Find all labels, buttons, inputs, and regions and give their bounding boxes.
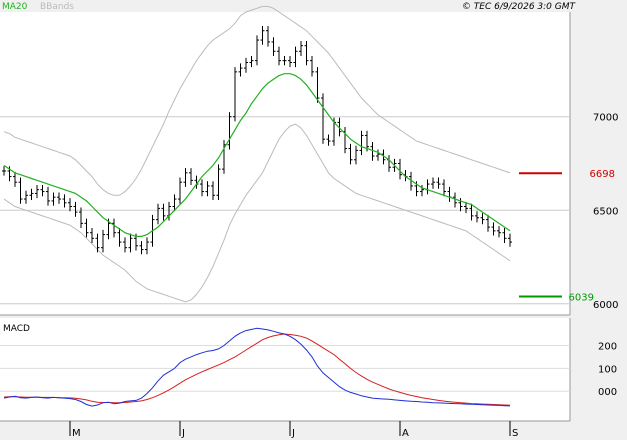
- price-y-tick-label: 6500: [593, 206, 618, 217]
- macd-y-tick-label: 200: [598, 341, 617, 352]
- macd-y-tick-label: 100: [598, 364, 617, 375]
- macd-line: [3, 327, 511, 407]
- macd-gridlines: [0, 344, 570, 392]
- macd-plot-area: [0, 318, 570, 421]
- bollinger-lower-band: [3, 123, 511, 303]
- ma20-line: [3, 73, 511, 237]
- price-y-tick-labels: 7000 6500 6000: [593, 113, 618, 311]
- upper-marker-label: 6698: [590, 169, 615, 180]
- x-tick-label: J: [291, 428, 295, 439]
- lower-marker-label: 6039: [569, 292, 594, 303]
- copyright-label: © TEC 6/9/2026 3:0 GMT: [462, 2, 577, 12]
- x-tick-label: A: [402, 428, 409, 439]
- macd-panel-label: MACD: [3, 324, 30, 334]
- macd-y-tick-label: 000: [598, 387, 617, 398]
- bbands-legend-label: BBands: [40, 2, 74, 12]
- macd-y-tick-labels: 200 100 000: [598, 341, 617, 398]
- price-y-tick-label: 7000: [593, 113, 618, 124]
- macd-signal-line: [3, 333, 511, 406]
- price-y-tick-label: 6000: [593, 300, 618, 311]
- bollinger-upper-band: [3, 5, 511, 196]
- x-tick-label: M: [72, 428, 81, 439]
- x-tick-label: J: [181, 428, 185, 439]
- ohlc-bars: [2, 26, 512, 255]
- x-tick-label: S: [512, 428, 518, 439]
- ma20-legend-label: MA20: [2, 2, 28, 12]
